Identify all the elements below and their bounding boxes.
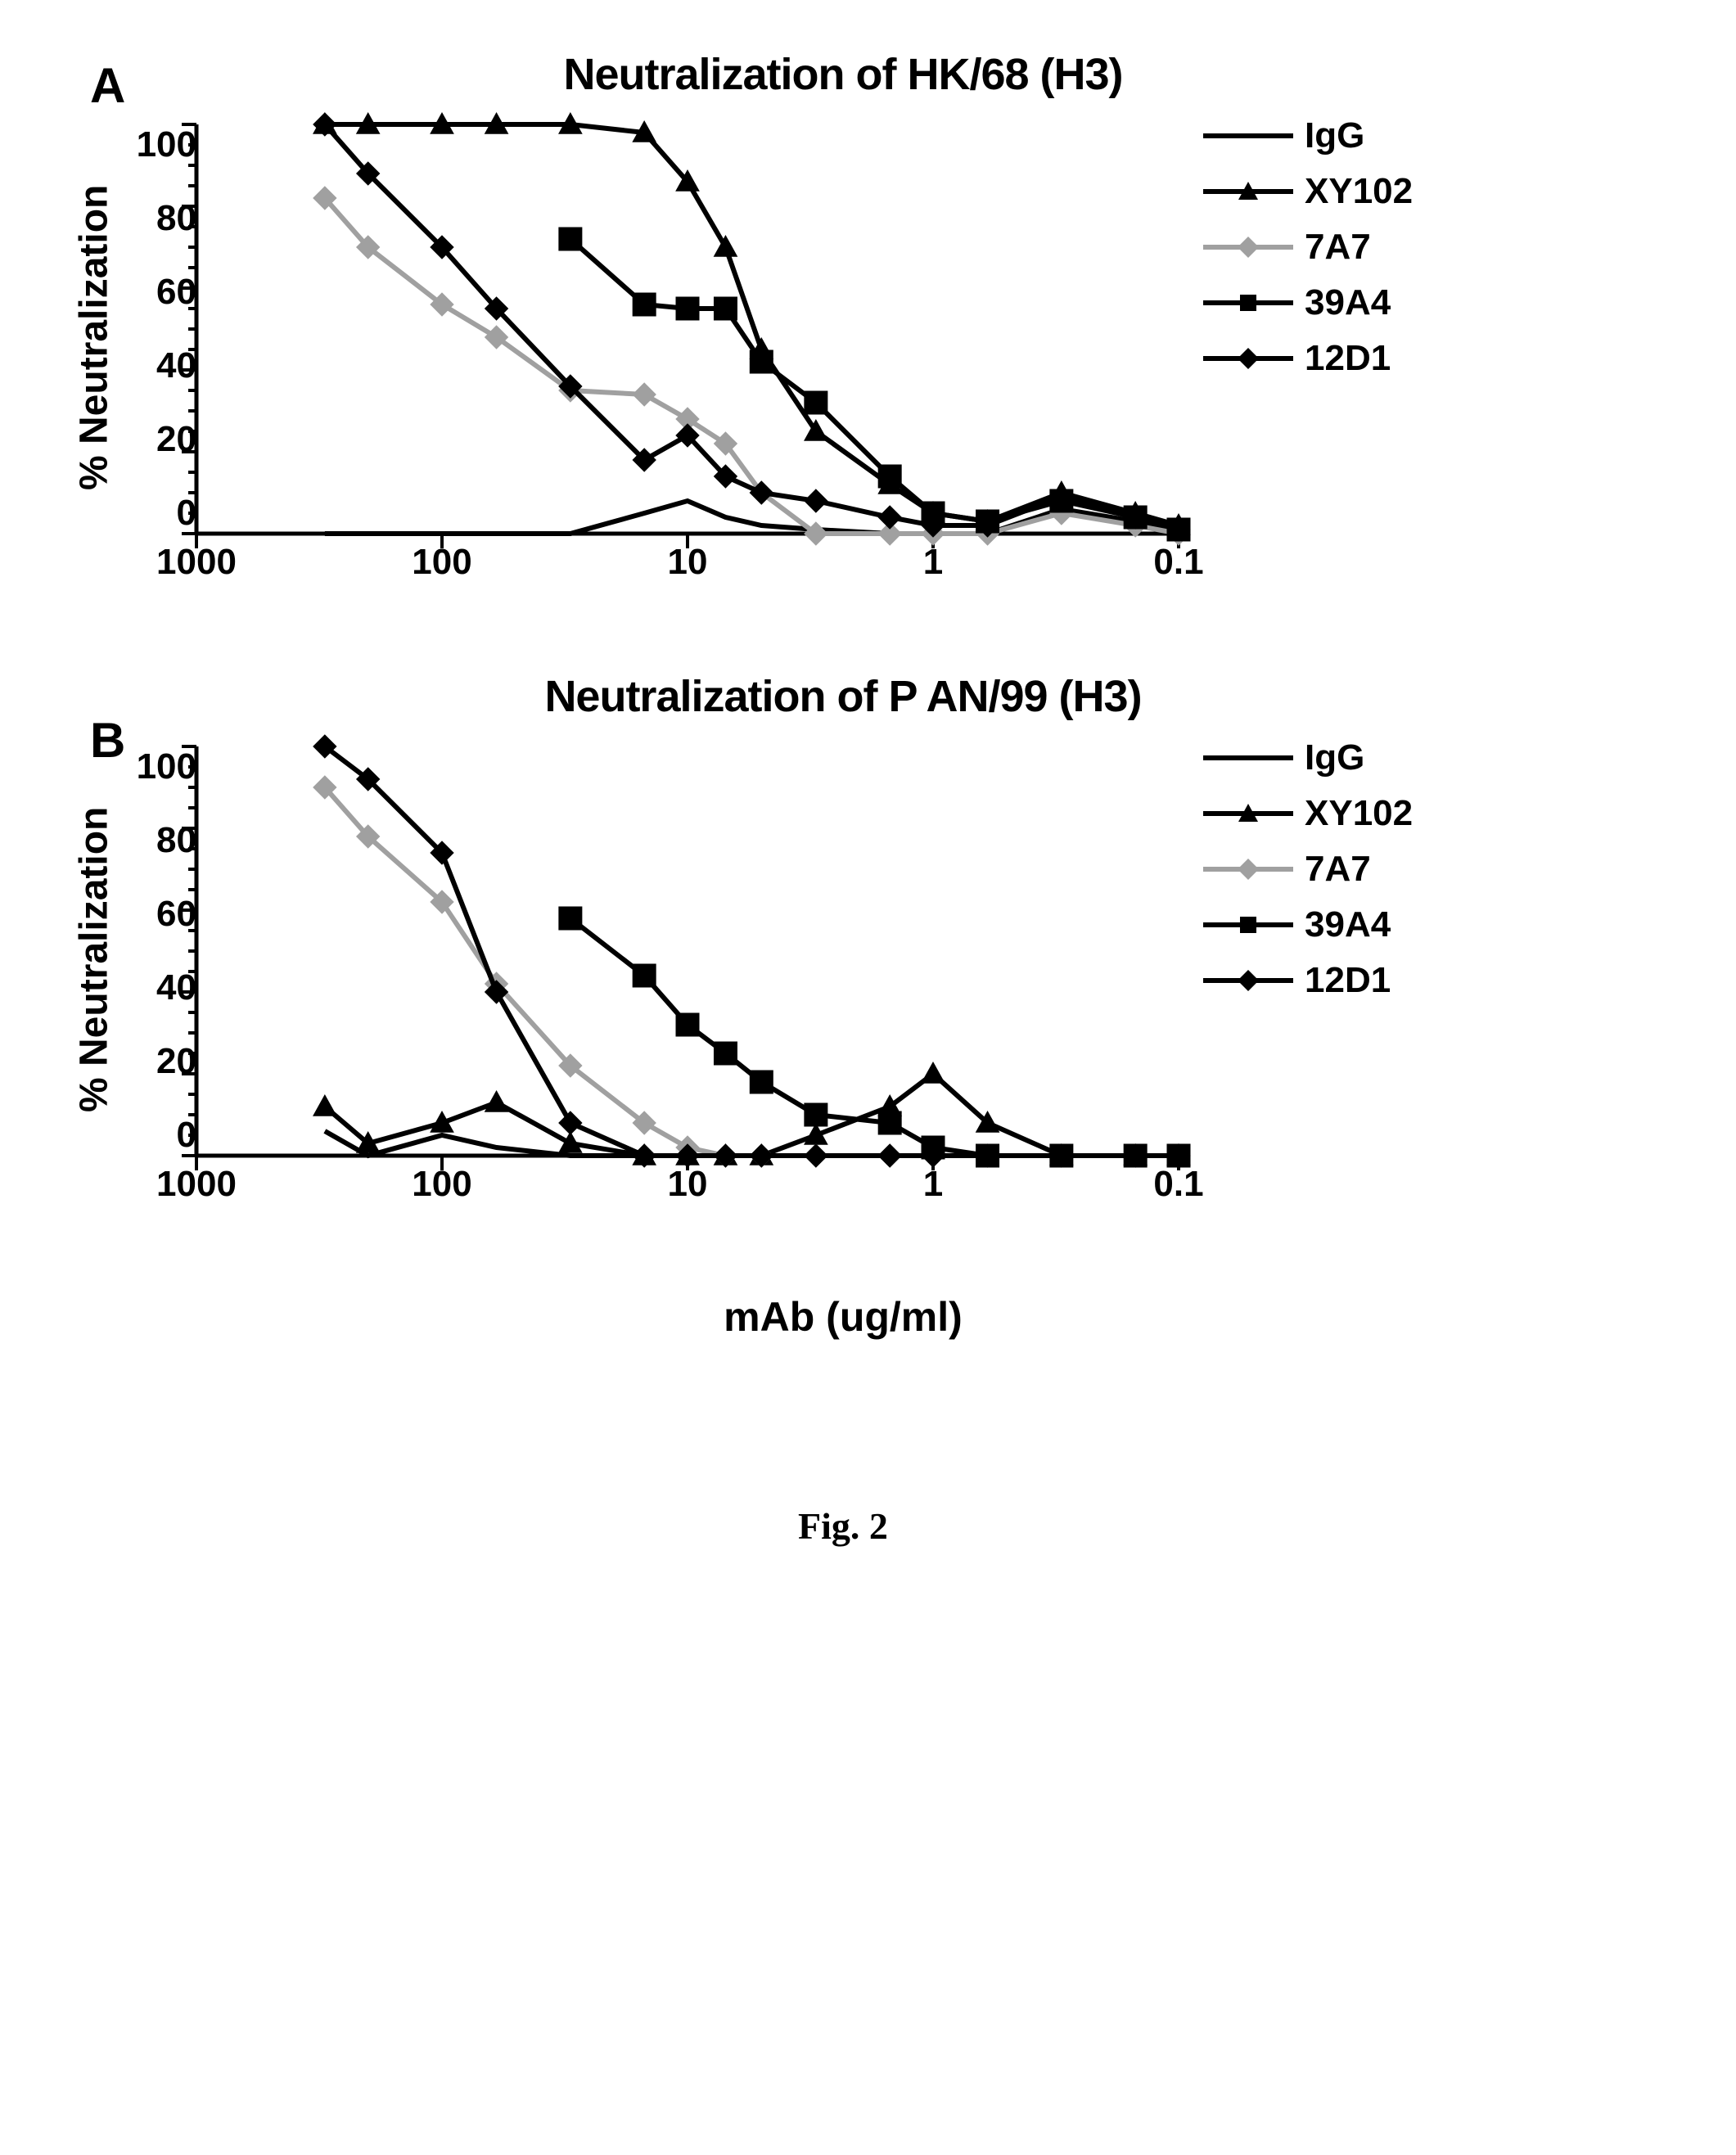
legend-item: 7A7 <box>1203 219 1498 275</box>
chart-a-xticks: 10001001010.1 <box>196 542 1179 591</box>
ytick-label: 60 <box>123 894 196 935</box>
legend-marker-icon <box>1236 235 1260 259</box>
legend-marker-icon <box>1236 346 1260 371</box>
chart-a-ylabel: % Neutralization <box>65 108 123 566</box>
xtick-label: 10 <box>668 542 708 583</box>
chart-b-plot: 10001001010.1 <box>196 730 1179 1188</box>
chart-panel-b: Neutralization of P AN/99 (H3) % Neutral… <box>65 671 1621 1260</box>
xtick-label: 0.1 <box>1153 542 1203 583</box>
legend-label: 12D1 <box>1305 338 1391 379</box>
legend-item: 12D1 <box>1203 331 1498 386</box>
xtick-label: 100 <box>412 542 471 583</box>
legend-line-icon <box>1203 133 1293 138</box>
legend-swatch <box>1203 291 1293 315</box>
legend-item: XY102 <box>1203 786 1498 841</box>
legend-label: 39A4 <box>1305 904 1391 945</box>
chart-b-svg <box>196 746 1179 1156</box>
legend-label: 39A4 <box>1305 282 1391 323</box>
ytick-label: 80 <box>123 820 196 861</box>
chart-panel-a: Neutralization of HK/68 (H3) % Neutraliz… <box>65 49 1621 638</box>
legend-item: 39A4 <box>1203 275 1498 331</box>
chart-a-svg <box>196 124 1179 534</box>
xtick-label: 0.1 <box>1153 1164 1203 1205</box>
legend-label: 7A7 <box>1305 849 1371 890</box>
figure-caption: Fig. 2 <box>65 1504 1621 1548</box>
xtick-label: 1 <box>923 1164 943 1205</box>
chart-a-yticks: 100 80 60 40 20 0 <box>123 124 196 534</box>
legend-swatch <box>1203 968 1293 993</box>
legend-swatch <box>1203 235 1293 259</box>
legend-marker-icon <box>1236 913 1260 937</box>
legend-swatch <box>1203 179 1293 204</box>
chart-a-legend: IgG XY102 7A7 39A4 12D1 <box>1203 108 1498 386</box>
legend-marker-icon <box>1236 291 1260 315</box>
ytick-label: 80 <box>123 198 196 239</box>
legend-item: 12D1 <box>1203 953 1498 1008</box>
legend-swatch <box>1203 746 1293 770</box>
ytick-label: 100 <box>123 746 196 787</box>
xtick-label: 1000 <box>156 542 237 583</box>
xtick-label: 10 <box>668 1164 708 1205</box>
xtick-label: 100 <box>412 1164 471 1205</box>
ytick-label: 40 <box>123 345 196 386</box>
ytick-label: 0 <box>123 493 196 534</box>
legend-swatch <box>1203 124 1293 148</box>
xtick-label: 1 <box>923 542 943 583</box>
ytick-label: 20 <box>123 1041 196 1082</box>
chart-b-legend: IgG XY102 7A7 39A4 12D1 <box>1203 730 1498 1008</box>
legend-marker-icon <box>1236 179 1260 204</box>
legend-label: XY102 <box>1305 171 1413 212</box>
ytick-label: 100 <box>123 124 196 165</box>
chart-b-ylabel: % Neutralization <box>65 730 123 1188</box>
legend-label: XY102 <box>1305 793 1413 834</box>
legend-item: IgG <box>1203 730 1498 786</box>
ytick-label: 20 <box>123 419 196 460</box>
legend-label: 7A7 <box>1305 227 1371 268</box>
legend-marker-icon <box>1236 857 1260 881</box>
legend-item: XY102 <box>1203 164 1498 219</box>
ytick-label: 40 <box>123 967 196 1008</box>
legend-line-icon <box>1203 755 1293 760</box>
ytick-label: 0 <box>123 1115 196 1156</box>
legend-swatch <box>1203 913 1293 937</box>
legend-swatch <box>1203 801 1293 826</box>
legend-marker-icon <box>1236 801 1260 826</box>
legend-label: 12D1 <box>1305 960 1391 1001</box>
figure-page: A Neutralization of HK/68 (H3) % Neutral… <box>0 0 1736 2155</box>
legend-marker-icon <box>1236 968 1260 993</box>
shared-xlabel: mAb (ug/ml) <box>65 1293 1621 1341</box>
legend-item: 39A4 <box>1203 897 1498 953</box>
legend-label: IgG <box>1305 115 1364 156</box>
legend-label: IgG <box>1305 737 1364 778</box>
legend-swatch <box>1203 346 1293 371</box>
xtick-label: 1000 <box>156 1164 237 1205</box>
legend-swatch <box>1203 857 1293 881</box>
chart-b-title: Neutralization of P AN/99 (H3) <box>65 671 1621 722</box>
legend-item: IgG <box>1203 108 1498 164</box>
ytick-label: 60 <box>123 272 196 313</box>
legend-item: 7A7 <box>1203 841 1498 897</box>
chart-b-xticks: 10001001010.1 <box>196 1164 1179 1213</box>
chart-a-plot: 10001001010.1 <box>196 108 1179 566</box>
chart-a-title: Neutralization of HK/68 (H3) <box>65 49 1621 100</box>
chart-b-yticks: 100 80 60 40 20 0 <box>123 746 196 1156</box>
